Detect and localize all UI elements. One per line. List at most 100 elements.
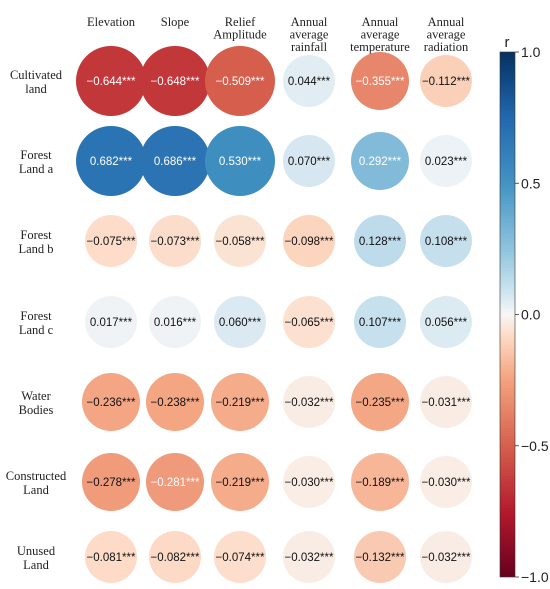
column-label-line: Annual bbox=[291, 15, 328, 29]
row-label-line: Unused bbox=[17, 544, 56, 558]
row-label: Forest Land b bbox=[18, 228, 53, 256]
colorbar-title: r bbox=[505, 34, 510, 51]
row-label-line: Land bbox=[23, 483, 49, 497]
heatmap-cell bbox=[283, 296, 335, 348]
row-label-line: Cultivated bbox=[10, 68, 63, 82]
cell-value-label: −0.112*** bbox=[422, 76, 471, 88]
heatmap-cell bbox=[420, 531, 472, 583]
cell-value-label: −0.132*** bbox=[356, 552, 405, 564]
row-label-line: Water bbox=[21, 389, 51, 403]
cell-value-label: 0.044*** bbox=[288, 76, 331, 88]
colorbar-tick-label: 1.0 bbox=[521, 44, 541, 60]
column-label-line: Amplitude bbox=[213, 28, 267, 42]
row-label-line: Bodies bbox=[19, 403, 54, 417]
cell-value-label: −0.355*** bbox=[356, 76, 405, 88]
colorbar-tick-label: 0.0 bbox=[521, 307, 541, 323]
cell-value-label: −0.219*** bbox=[216, 397, 265, 409]
row-label: Forest Land a bbox=[19, 148, 54, 176]
column-label-line: average bbox=[427, 28, 466, 42]
column-label-line: average bbox=[361, 28, 400, 42]
heatmap-cell bbox=[214, 531, 266, 583]
heatmap-cell bbox=[420, 55, 472, 107]
cell-value-label: −0.235*** bbox=[356, 397, 405, 409]
heatmap-cell bbox=[211, 373, 269, 431]
row-label: Unused Land bbox=[17, 544, 56, 572]
cell-value-label: −0.509*** bbox=[216, 76, 265, 88]
heatmap-cell bbox=[354, 296, 406, 348]
heatmap-cell bbox=[205, 126, 275, 196]
heatmap-cell bbox=[146, 373, 204, 431]
heatmap-cell bbox=[85, 531, 137, 583]
cell-value-label: 0.017*** bbox=[90, 317, 133, 329]
colorbar: r 1.0 0.5 0.0 −0.5 −1.0 bbox=[499, 34, 549, 585]
cell-value-label: −0.644*** bbox=[87, 76, 136, 88]
colorbar-ticks: 1.0 0.5 0.0 −0.5 −1.0 bbox=[515, 44, 549, 585]
column-label-line: average bbox=[290, 28, 329, 42]
heatmap-cell bbox=[351, 453, 409, 511]
heatmap-cell bbox=[283, 376, 335, 428]
row-label-line: Constructed bbox=[6, 469, 67, 483]
heatmap-cell bbox=[420, 215, 472, 267]
heatmap-cell bbox=[351, 52, 409, 110]
heatmap-cell bbox=[205, 46, 275, 116]
heatmap-cell bbox=[211, 453, 269, 511]
heatmap-cell bbox=[420, 456, 472, 508]
heatmap-cell bbox=[82, 453, 140, 511]
colorbar-gradient bbox=[499, 51, 516, 578]
cell-value-label: −0.236*** bbox=[87, 397, 136, 409]
heatmap-cell bbox=[76, 46, 146, 116]
row-label-line: Land a bbox=[19, 162, 54, 176]
cell-value-label: −0.278*** bbox=[87, 477, 136, 489]
cell-value-label: −0.058*** bbox=[216, 236, 265, 248]
heatmap-cell bbox=[140, 126, 210, 196]
column-label-line: Elevation bbox=[87, 15, 136, 29]
row-label-line: Land c bbox=[19, 323, 54, 337]
column-label-line: Slope bbox=[161, 15, 190, 29]
heatmap-cell bbox=[149, 296, 201, 348]
cell-value-label: −0.073*** bbox=[151, 236, 200, 248]
column-label: Annual average temperature bbox=[350, 15, 410, 54]
heatmap-cell bbox=[420, 296, 472, 348]
cell-value-label: −0.281*** bbox=[151, 477, 200, 489]
column-label: Elevation bbox=[87, 15, 136, 29]
cell-value-label: −0.032*** bbox=[422, 552, 471, 564]
heatmap-cell bbox=[283, 531, 335, 583]
cell-value-label: 0.023*** bbox=[425, 156, 468, 168]
column-label: Slope bbox=[161, 15, 190, 29]
heatmap-cell bbox=[420, 135, 472, 187]
heatmap-cell bbox=[76, 126, 146, 196]
row-label-line: Land bbox=[23, 558, 49, 572]
cell-value-label: −0.189*** bbox=[356, 477, 405, 489]
column-label: Relief Amplitude bbox=[213, 15, 267, 42]
cell-value-label: 0.108*** bbox=[425, 236, 468, 248]
colorbar-tick-label: −1.0 bbox=[521, 569, 549, 585]
column-label-line: Relief bbox=[225, 15, 256, 29]
heatmap-cell bbox=[351, 132, 409, 190]
heatmap-cell bbox=[354, 215, 406, 267]
heatmap-cell bbox=[283, 135, 335, 187]
heatmap-cell bbox=[149, 215, 201, 267]
column-label-line: temperature bbox=[350, 40, 410, 54]
heatmap-cell bbox=[140, 46, 210, 116]
cell-value-label: −0.648*** bbox=[151, 76, 200, 88]
heatmap-cell bbox=[85, 215, 137, 267]
cell-value-label: −0.031*** bbox=[422, 397, 471, 409]
heatmap-cell bbox=[214, 215, 266, 267]
row-label-line: land bbox=[25, 82, 47, 96]
cell-value-label: 0.070*** bbox=[288, 156, 331, 168]
row-label-line: Forest bbox=[20, 309, 52, 323]
heatmap-cell bbox=[354, 531, 406, 583]
row-label-line: Forest bbox=[20, 148, 52, 162]
heatmap-cell bbox=[146, 453, 204, 511]
heatmap-cell bbox=[85, 296, 137, 348]
heatmap-cell bbox=[82, 373, 140, 431]
cell-value-label: −0.032*** bbox=[285, 397, 334, 409]
cell-value-label: −0.030*** bbox=[422, 477, 471, 489]
cell-value-label: −0.030*** bbox=[285, 477, 334, 489]
cell-value-label: −0.081*** bbox=[87, 552, 136, 564]
row-label-line: Land b bbox=[18, 242, 53, 256]
cell-value-label: −0.082*** bbox=[151, 552, 200, 564]
heatmap-cell bbox=[283, 456, 335, 508]
